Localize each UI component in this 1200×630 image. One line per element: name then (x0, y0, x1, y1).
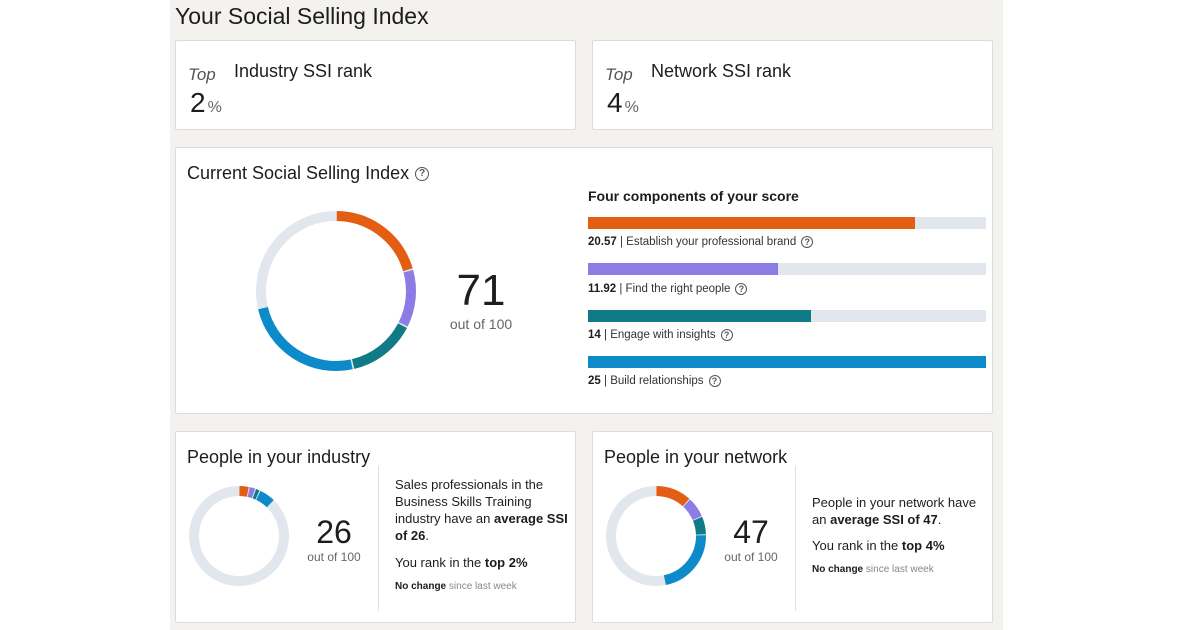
industry-desc-bold: average SSI (494, 511, 568, 526)
ssi-dashboard: Your Social Selling Index Top Industry S… (170, 0, 1003, 630)
brand-segment (239, 486, 249, 497)
industry-description: Sales professionals in the Business Skil… (395, 476, 570, 544)
network-top-label: Top (605, 65, 633, 84)
brand-label: 20.57 | Establish your professional bran… (588, 236, 814, 249)
people-bar (588, 263, 986, 275)
insights-bar (588, 310, 986, 322)
industry-change-rest: since last week (448, 581, 517, 592)
help-icon[interactable]: ? (735, 283, 748, 295)
network-change-note: No change since last week (812, 564, 934, 575)
people-label: 11.92 | Find the right people? (588, 283, 748, 296)
industry-score: 26 (316, 514, 352, 550)
help-icon[interactable]: ? (708, 375, 721, 387)
industry-card-title: People in your industry (187, 447, 371, 467)
industry-top-label: Top (188, 65, 216, 84)
network-change-bold: No change (812, 564, 864, 575)
network-desc-bold: average SSI of 47 (830, 512, 938, 527)
relationships-label-text: Build relationships (610, 375, 704, 388)
network-rank-card: Top Network SSI rank 4% (592, 40, 993, 130)
industry-rank-bold: top 2% (484, 555, 528, 570)
industry-rank-prefix: You rank in the (395, 555, 482, 570)
divider (378, 466, 379, 611)
divider (795, 466, 796, 611)
current-ssi-donut (256, 211, 416, 371)
relationships-score: 25 (588, 375, 601, 388)
industry-out-of: out of 100 (307, 550, 361, 564)
network-rank-number: 4 (607, 87, 623, 118)
insights-label: 14 | Engage with insights? (588, 329, 733, 341)
network-rank-label: Network SSI rank (651, 61, 792, 81)
network-desc-line: an (812, 512, 827, 527)
network-rank-prefix: You rank in the (812, 538, 899, 553)
current-ssi-title-text: Current Social Selling Index (187, 163, 410, 183)
current-ssi-score: 71 (456, 266, 506, 315)
industry-card: People in your industry 26 out of 100 Sa… (175, 431, 576, 623)
brand-bar-fill (588, 217, 916, 229)
insights-segment (692, 516, 706, 535)
people-segment (247, 487, 256, 499)
insights-segment (351, 323, 407, 369)
brand-segment (656, 486, 690, 507)
people-label-text: Find the right people (625, 283, 731, 296)
industry-desc-line: Sales professionals in the (395, 477, 544, 492)
relationships-bar-fill (588, 356, 986, 368)
help-icon[interactable]: ? (720, 329, 733, 341)
network-score: 47 (733, 514, 769, 550)
industry-rank-value: 2% (190, 87, 222, 119)
donut-track (189, 486, 289, 586)
relationships-segment (663, 535, 706, 586)
network-rank-value: 4% (607, 87, 639, 119)
insights-label-text: Engage with insights (610, 329, 716, 342)
current-ssi-card: Current Social Selling Index? 71 out of … (175, 147, 993, 414)
brand-score: 20.57 (588, 236, 617, 249)
help-icon[interactable]: ? (415, 167, 430, 182)
industry-desc-bold-2: of 26 (395, 528, 426, 543)
industry-desc-line: industry have an (395, 511, 491, 526)
relationships-segment (256, 490, 274, 508)
page-title: Your Social Selling Index (175, 3, 429, 29)
industry-rank-unit: % (207, 99, 222, 116)
relationships-bar (588, 356, 986, 368)
network-change-rest: since last week (865, 564, 934, 575)
network-out-of: out of 100 (724, 550, 778, 564)
industry-rank-text: You rank in the top 2% (395, 554, 570, 571)
insights-score: 14 (588, 329, 601, 342)
brand-label-text: Establish your professional brand (626, 236, 797, 249)
network-desc-end: . (937, 512, 942, 527)
insights-bar-fill (588, 310, 811, 322)
industry-change-bold: No change (395, 581, 447, 592)
current-ssi-out-of: out of 100 (449, 316, 513, 332)
people-bar-fill (588, 263, 778, 275)
industry-desc-end: . (425, 528, 429, 543)
brand-segment (336, 211, 413, 272)
industry-donut (189, 486, 289, 586)
relationships-segment (258, 306, 353, 371)
network-rank-unit: % (624, 99, 639, 116)
network-desc-line: People in your network have (812, 495, 977, 510)
industry-rank-card: Top Industry SSI rank 2% (175, 40, 576, 130)
help-icon[interactable]: ? (801, 236, 814, 248)
industry-rank-number: 2 (190, 87, 206, 118)
people-score: 11.92 (588, 283, 617, 296)
relationships-label: 25 | Build relationships? (588, 375, 721, 387)
network-description: People in your network have an average S… (812, 494, 987, 528)
network-card-title: People in your network (604, 447, 788, 467)
current-ssi-title: Current Social Selling Index? (187, 163, 430, 184)
network-rank-text: You rank in the top 4% (812, 537, 987, 554)
people-segment (683, 499, 702, 521)
components-heading: Four components of your score (588, 188, 799, 204)
insights-segment (252, 489, 260, 500)
industry-rank-label: Industry SSI rank (234, 61, 373, 81)
network-donut (606, 486, 706, 586)
network-card: People in your network 47 out of 100 Peo… (592, 431, 993, 623)
network-rank-bold: top 4% (901, 538, 945, 553)
industry-change-note: No change since last week (395, 581, 517, 592)
industry-desc-line: Business Skills Training (395, 494, 532, 509)
people-segment (398, 269, 416, 327)
brand-bar (588, 217, 986, 229)
